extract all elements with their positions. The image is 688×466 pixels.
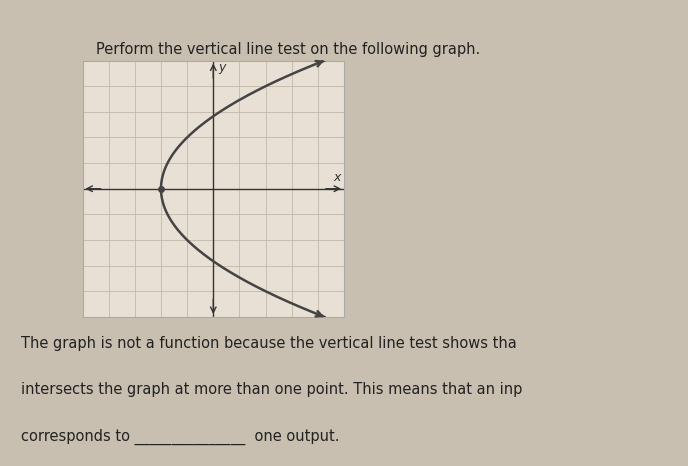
Text: intersects the graph at more than one point. This means that an inp: intersects the graph at more than one po… [21,382,522,397]
Text: corresponds to _______________  one output.: corresponds to _______________ one outpu… [21,429,339,445]
Text: x: x [334,171,341,184]
Text: Perform the vertical line test on the following graph.: Perform the vertical line test on the fo… [96,42,481,57]
Text: The graph is not a function because the vertical line test shows tha: The graph is not a function because the … [21,336,517,350]
Text: y: y [219,61,226,74]
